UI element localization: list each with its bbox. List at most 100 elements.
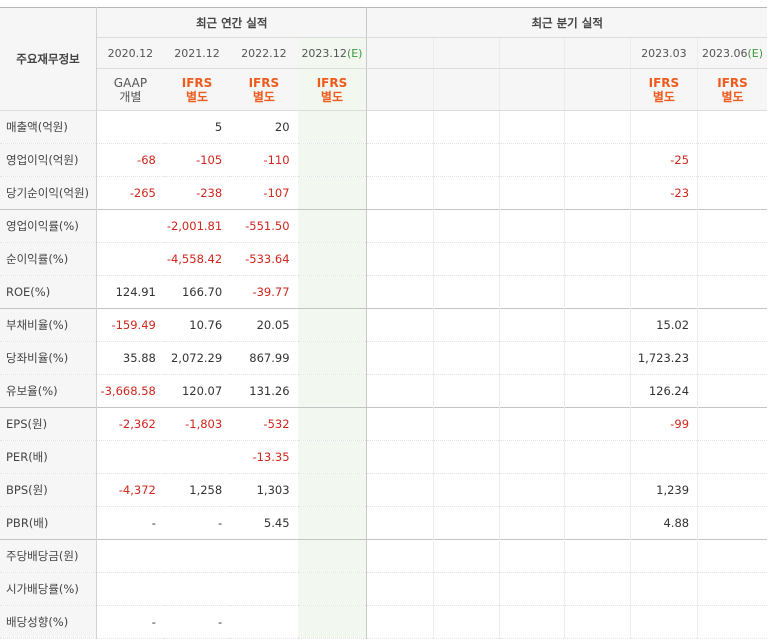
quarter-value-cell	[366, 407, 434, 441]
quarter-value-cell	[697, 440, 767, 474]
table-row: 유보율(%) -3,668.58 120.07 131.26 126.24	[0, 374, 767, 408]
standard-label: GAAP	[113, 75, 148, 90]
annual-value-cell	[297, 341, 368, 375]
period-label: 2022.12	[241, 46, 287, 60]
table-row: BPS(원) -4,372 1,258 1,303 1,239	[0, 473, 767, 507]
quarter-value-cell	[629, 539, 698, 573]
estimate-mark: (E)	[747, 46, 764, 60]
annual-value-cell	[297, 242, 368, 276]
annual-value-cell: -	[96, 506, 164, 540]
quarter-value-cell	[432, 539, 500, 573]
quarter-value-cell	[697, 275, 767, 309]
quarter-value-cell	[564, 440, 631, 474]
annual-value-cell: 124.91	[96, 275, 164, 309]
quarter-value-cell	[432, 572, 500, 606]
annual-value-cell	[297, 143, 368, 177]
annual-value-cell	[297, 374, 368, 408]
period-row: 2020.12 2021.12 2022.12 2023.12(E) 2023.03 20…	[0, 37, 767, 69]
annual-value-cell: -2,001.81	[163, 209, 231, 243]
table-row: 부채비율(%) -159.49 10.76 20.05 15.02	[0, 308, 767, 342]
quarter-value-cell	[366, 440, 434, 474]
quarter-value-cell: 1,239	[629, 473, 698, 507]
quarter-value-cell	[432, 242, 500, 276]
quarter-value-cell	[564, 242, 631, 276]
quarter-value-cell	[366, 605, 434, 639]
quarter-value-cell	[366, 308, 434, 342]
quarter-period-header	[499, 37, 565, 69]
quarter-value-cell	[499, 572, 565, 606]
quarter-value-cell	[564, 539, 631, 573]
table-body: 매출액(억원) 5 20 영업이익(억원) -68 -105 -110 -25 당기순이익(억원…	[0, 110, 767, 639]
quarter-value-cell: 1,723.23	[629, 341, 698, 375]
annual-value-cell: -238	[163, 176, 231, 210]
annual-value-cell: -533.64	[230, 242, 298, 276]
standard-label: IFRS	[648, 75, 680, 90]
statement-type-label: 개별	[119, 89, 142, 104]
quarter-value-cell	[499, 242, 565, 276]
annual-value-cell	[96, 572, 164, 606]
annual-value-cell: -107	[230, 176, 298, 210]
annual-value-cell	[96, 539, 164, 573]
quarter-period-header: 2023.03	[629, 37, 698, 69]
standard-label: IFRS	[316, 75, 348, 90]
standard-label: IFRS	[248, 75, 280, 90]
row-label: EPS(원)	[0, 407, 97, 441]
annual-value-cell: -551.50	[230, 209, 298, 243]
annual-value-cell: -105	[163, 143, 231, 177]
annual-value-cell: 35.88	[96, 341, 164, 375]
annual-value-cell	[163, 539, 231, 573]
accounting-row: GAAP 개별 IFRS 별도 IFRS 별도 IFRS 별도 IFRS 별도 IFRS 별도	[0, 68, 767, 111]
annual-value-cell: 20.05	[230, 308, 298, 342]
row-label-header: 주요재무정보	[0, 7, 97, 111]
annual-value-cell: -532	[230, 407, 298, 441]
annual-period-header: 2023.12(E)	[297, 37, 368, 69]
row-label: BPS(원)	[0, 473, 97, 507]
annual-value-cell	[297, 473, 368, 507]
quarter-value-cell: -25	[629, 143, 698, 177]
quarter-value-cell	[564, 506, 631, 540]
period-label: 2021.12	[174, 46, 220, 60]
financial-table: 주요재무정보 최근 연간 실적 최근 분기 실적 2020.12 2021.12 2…	[0, 7, 767, 639]
accounting-standard: IFRS 별도	[297, 68, 368, 111]
quarter-value-cell	[366, 275, 434, 309]
statement-type-label: 별도	[320, 89, 343, 104]
quarter-value-cell	[366, 473, 434, 507]
estimate-mark: (E)	[346, 46, 363, 60]
quarter-value-cell: 15.02	[629, 308, 698, 342]
accounting-standard: IFRS 별도	[629, 68, 698, 111]
quarter-value-cell	[366, 572, 434, 606]
quarter-value-cell	[432, 209, 500, 243]
quarter-value-cell	[366, 110, 434, 144]
accounting-standard: IFRS 별도	[230, 68, 298, 111]
statement-type-label: 별도	[652, 89, 675, 104]
annual-value-cell	[297, 440, 368, 474]
annual-value-cell: -68	[96, 143, 164, 177]
statement-type-label: 별도	[252, 89, 275, 104]
quarter-value-cell	[366, 209, 434, 243]
quarter-group-header: 최근 분기 실적	[366, 7, 767, 38]
row-label: 영업이익(억원)	[0, 143, 97, 177]
quarter-value-cell	[432, 110, 500, 144]
quarter-value-cell	[499, 605, 565, 639]
row-label: 순이익률(%)	[0, 242, 97, 276]
quarter-value-cell	[564, 308, 631, 342]
annual-value-cell	[297, 506, 368, 540]
quarter-value-cell	[564, 275, 631, 309]
annual-value-cell: -4,372	[96, 473, 164, 507]
quarter-value-cell: -99	[629, 407, 698, 441]
accounting-standard	[366, 68, 434, 111]
period-label: 2023.06	[702, 46, 748, 60]
table-row: PER(배) -13.35	[0, 440, 767, 474]
quarter-period-header: 2023.06(E)	[697, 37, 767, 69]
annual-value-cell	[297, 110, 368, 144]
row-label: PER(배)	[0, 440, 97, 474]
quarter-value-cell	[366, 539, 434, 573]
quarter-value-cell	[697, 308, 767, 342]
annual-value-cell: -1,803	[163, 407, 231, 441]
statement-type-label: 별도	[185, 89, 209, 104]
quarter-value-cell	[499, 176, 565, 210]
quarter-value-cell	[499, 473, 565, 507]
quarter-value-cell	[499, 143, 565, 177]
quarter-value-cell	[564, 341, 631, 375]
